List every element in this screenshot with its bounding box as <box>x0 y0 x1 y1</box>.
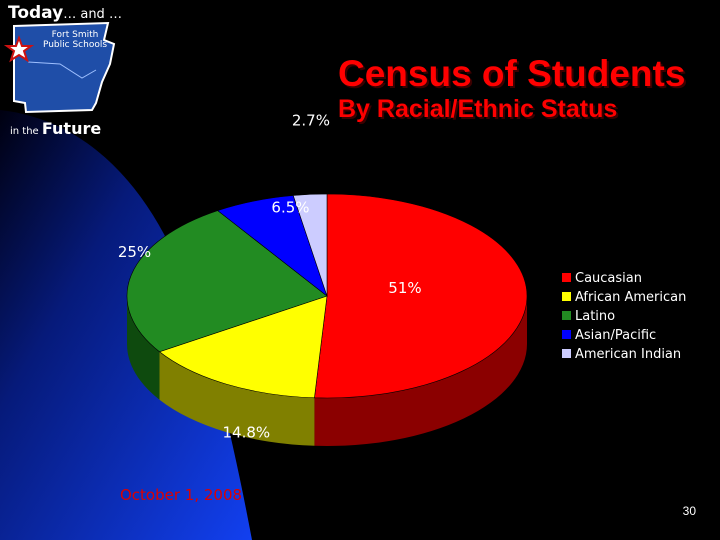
star-icon <box>3 35 35 63</box>
pie-data-label: 51% <box>388 279 421 297</box>
pie-slice-side <box>127 296 160 400</box>
pie-data-label: 2.7% <box>292 111 330 129</box>
pie-slice <box>126 210 328 353</box>
pie-slice <box>314 193 528 399</box>
pie-slice <box>292 193 328 297</box>
page-number: 30 <box>682 504 696 518</box>
pie-data-label: 6.5% <box>271 199 309 217</box>
legend-item: Caucasian <box>562 270 642 288</box>
pie-data-label: 14.8% <box>223 423 271 441</box>
chart-legend: Caucasian African American Latino Asian/… <box>542 262 708 372</box>
arkansas-map-icon <box>13 21 116 114</box>
legend-swatch <box>562 311 571 320</box>
chart-title: Census of Students <box>338 53 686 94</box>
footer-date: October 1, 2008 <box>120 486 243 504</box>
legend-item: African American <box>562 289 686 307</box>
legend-swatch <box>562 349 571 358</box>
legend-swatch <box>562 273 571 282</box>
logo-today-text: Today… and … <box>8 3 122 23</box>
logo-future-text: in the Future <box>10 119 102 138</box>
legend-swatch <box>562 330 571 339</box>
legend-item: American Indian <box>562 346 681 364</box>
pie-data-label: 25% <box>118 243 151 261</box>
legend-swatch <box>562 292 571 301</box>
chart-subtitle: By Racial/Ethnic Status <box>338 95 618 123</box>
logo-school-name: Fort Smith Public Schools <box>42 30 108 50</box>
school-logo: Today… and … Fort Smith Public Schools in… <box>0 0 130 140</box>
legend-item: Asian/Pacific <box>562 327 656 345</box>
pie-slice-side <box>159 351 315 446</box>
legend-item: Latino <box>562 308 615 326</box>
pie-slice <box>158 295 328 399</box>
pie-slice-side <box>314 296 527 446</box>
